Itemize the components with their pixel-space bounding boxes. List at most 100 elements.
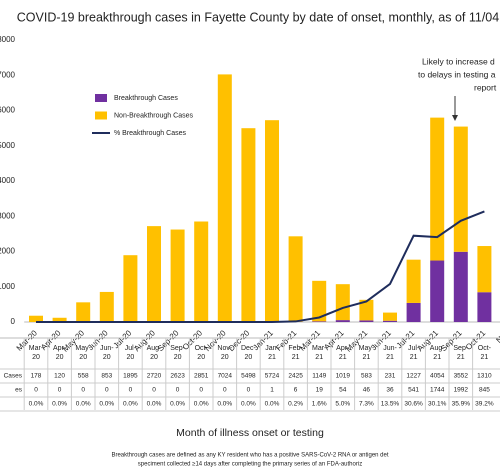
table-cell: 1149 [312, 373, 326, 380]
table-header-part: 21 [315, 354, 323, 361]
bar [335, 284, 350, 321]
bar [217, 74, 232, 323]
table-cell: 541 [408, 387, 419, 394]
table-cell: 1895 [123, 373, 138, 380]
table-cell: 2425 [288, 373, 303, 380]
bar [383, 320, 397, 322]
percent-line [36, 210, 485, 323]
table-cell: 583 [361, 373, 372, 380]
table-cell: 5498 [241, 373, 256, 380]
table-header: Jul- 20 [125, 345, 137, 361]
bar [477, 292, 492, 322]
table-cell: 3552 [454, 373, 469, 380]
table-header-part: 20 [56, 354, 64, 361]
table-cell: 1992 [454, 387, 469, 394]
table-header-part: 21 [363, 354, 371, 361]
table-cell: 4054 [430, 373, 445, 380]
x-axis-title: Month of illness onset or testing [176, 427, 324, 439]
table-cell: 0.0% [99, 401, 114, 408]
bar [52, 317, 67, 322]
y-tick-label: 4000 [0, 176, 16, 185]
annotation-line: to delays in testing a [418, 69, 496, 79]
table-header-part: 21 [386, 354, 394, 361]
table-cell: 120 [54, 373, 65, 380]
bar [430, 117, 445, 261]
table-cell: 1 [270, 387, 274, 394]
table-cell: 35.9% [452, 401, 471, 408]
table-header: May- 21 [359, 345, 375, 361]
table-header: Jul- 21 [408, 345, 420, 361]
table-header-part: 20 [103, 354, 111, 361]
table-cell: 0.0% [265, 401, 280, 408]
chart-title: COVID-19 breakthrough cases in Fayette C… [17, 10, 499, 24]
bar [335, 320, 350, 322]
table-cell: 1310 [477, 373, 492, 380]
table-header: Apr- 21 [336, 345, 350, 361]
annotation-line: report [474, 82, 497, 92]
legend-swatch [95, 94, 107, 102]
table-cell: 1.6% [312, 401, 327, 408]
bar [241, 128, 256, 322]
table-cell: 0.2% [288, 401, 303, 408]
table-header-part: 20 [245, 354, 253, 361]
table-cell: 19 [316, 387, 324, 394]
table-cell: 0.0% [29, 401, 44, 408]
bar [288, 236, 303, 322]
table-header: Oct- 21 [478, 345, 492, 361]
table-cell: 7.3% [359, 401, 374, 408]
table-header: Sep- 21 [453, 345, 468, 361]
table-header: Aug- 21 [430, 345, 445, 361]
bar [453, 126, 468, 252]
legend-label: Breakthrough Cases [114, 95, 178, 102]
bar [265, 120, 279, 322]
table-cell: 5.0% [335, 401, 350, 408]
table-header: Jan- 21 [265, 345, 279, 361]
bar [359, 320, 374, 322]
table-header-part: Aug- [147, 345, 162, 352]
table-header-part: Nov- [217, 345, 232, 352]
table-cell: 0.0% [241, 401, 256, 408]
table-header-part: Oct- [195, 345, 209, 352]
table-cell: 0 [34, 387, 38, 394]
table-header-part: Jun- [100, 345, 114, 352]
table-header-part: 21 [481, 354, 489, 361]
table-cell: 0 [152, 387, 156, 394]
table-header-part: 20 [221, 354, 229, 361]
footnote: speciment collected ≥14 days after compl… [138, 462, 362, 468]
table-header-part: Dec- [241, 345, 256, 352]
y-tick-label: 7000 [0, 70, 16, 79]
annotation-line: Likely to increase d [422, 56, 495, 66]
table-cell: 5724 [265, 373, 280, 380]
table-header-part: Jul- [125, 345, 137, 352]
table-cell: 0 [199, 387, 203, 394]
y-tick-label: 3000 [0, 211, 16, 220]
bar [359, 299, 374, 321]
table-header-part: 21 [433, 354, 441, 361]
bar [29, 315, 43, 322]
legend-label: % Breakthrough Cases [114, 130, 186, 137]
table-row-label: Cases [4, 373, 23, 380]
bar [406, 259, 421, 303]
table-header: Jun- 20 [100, 345, 114, 361]
table-cell: 231 [385, 373, 396, 380]
bar [170, 229, 185, 322]
y-tick-label: 1000 [0, 282, 16, 291]
table-cell: 7024 [218, 373, 233, 380]
table-cell: 0.0% [170, 401, 185, 408]
table-header-part: 21 [457, 354, 465, 361]
bar [383, 312, 397, 321]
table-header-part: May- [75, 345, 91, 352]
table-cell: 2851 [194, 373, 209, 380]
table-header-part: May- [359, 345, 375, 352]
table-header-part: Sep- [453, 345, 468, 352]
table-cell: 0.0% [217, 401, 232, 408]
table-cell: 54 [339, 387, 347, 394]
y-tick-label: 5000 [0, 141, 16, 150]
table-header: Oct- 20 [195, 345, 209, 361]
table-header-part: 21 [410, 354, 418, 361]
table-header-part: 21 [339, 354, 347, 361]
table-header-part: Apr- [336, 345, 350, 352]
table-cell: 0.0% [123, 401, 138, 408]
table-header: Feb- 21 [288, 345, 303, 361]
